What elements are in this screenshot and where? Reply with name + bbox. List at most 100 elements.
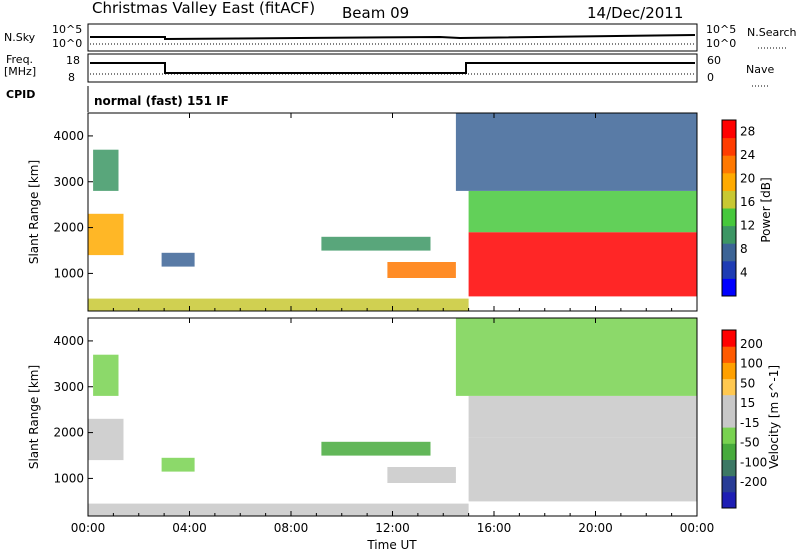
y-tick-label: 4000 <box>53 334 84 348</box>
freq-frame <box>87 53 698 83</box>
nsearch-tick-bottom: 10^0 <box>706 37 736 50</box>
region-pre-dawn <box>161 252 195 267</box>
region-evening-upper <box>468 190 697 233</box>
region-near-range <box>88 503 469 516</box>
colorbar-swatch <box>722 427 736 444</box>
cpid-label: CPID <box>6 88 35 101</box>
nsky-frame <box>87 23 698 52</box>
colorbar-swatch <box>722 120 736 139</box>
colorbar-swatch <box>722 225 736 244</box>
x-axis-label: Time UT <box>366 538 417 552</box>
cpid-text: normal (fast) 151 IF <box>94 94 229 108</box>
power-colorbar: 4 8 12 16 20 24 28 <box>721 119 755 297</box>
y-tick-label: 2000 <box>53 426 84 440</box>
nave-label: Nave <box>746 63 774 76</box>
colorbar-tick-label: 8 <box>740 242 748 256</box>
region-morning-layer <box>321 236 431 251</box>
colorbar-swatch <box>722 278 736 297</box>
power-x-ticks <box>87 113 698 311</box>
colorbar-tick-label: -200 <box>740 475 767 489</box>
freq-label: Freq. <box>6 53 33 66</box>
region-early-upper <box>93 354 119 396</box>
colorbar-tick-label: 28 <box>740 125 755 139</box>
x-tick-label: 00:00 <box>71 521 106 535</box>
colorbar-swatch <box>722 137 736 156</box>
nsky-strip: N.Sky 10^5 10^0 10^5 10^0 N.Search <box>4 23 797 52</box>
velocity-y-axis-label: Slant Range [km] <box>27 365 41 469</box>
colorbar-swatch <box>722 260 736 279</box>
power-y-axis-label: Slant Range [km] <box>27 160 41 264</box>
x-tick-label: 12:00 <box>375 521 410 535</box>
colorbar-swatch <box>722 459 736 477</box>
colorbar-tick-label: 50 <box>740 376 755 390</box>
region-midday-patch <box>387 262 456 278</box>
velocity-y-ticks: 1000 2000 3000 4000 <box>53 334 93 485</box>
colorbar-swatch <box>722 410 736 428</box>
colorbar-tick-label: 15 <box>740 396 755 410</box>
velocity-panel: 00:00 04:00 08:00 12:00 16:00 20:00 00:00 1000… <box>27 317 781 535</box>
power-regions <box>88 113 697 311</box>
y-tick-label: 4000 <box>53 129 84 143</box>
velocity-x-ticks: 00:00 04:00 08:00 12:00 16:00 20:00 00:00 <box>71 318 715 535</box>
colorbar-swatch <box>722 362 736 380</box>
nsky-tick-bottom: 10^0 <box>52 37 82 50</box>
velocity-colorbar: 200 100 50 15 -15 -50 -100 -200 <box>721 329 767 509</box>
y-tick-label: 3000 <box>53 380 84 394</box>
colorbar-tick-label: 200 <box>740 337 763 351</box>
velocity-colorbar-label: Velocity [m s^-1] <box>767 365 781 469</box>
region-pre-dawn <box>161 457 195 472</box>
y-tick-label: 3000 <box>53 175 84 189</box>
x-tick-label: 20:00 <box>578 521 613 535</box>
colorbar-tick-label: 12 <box>740 219 755 233</box>
nsearch-tick-top: 10^5 <box>706 23 736 36</box>
colorbar-tick-label: -50 <box>740 436 760 450</box>
colorbar-swatch <box>722 190 736 209</box>
colorbar-tick-label: 100 <box>740 357 763 371</box>
nsky-line <box>90 34 696 41</box>
power-colorbar-label: Power [dB] <box>759 177 773 242</box>
y-tick-label: 2000 <box>53 221 84 235</box>
nsky-tick-top: 10^5 <box>52 23 82 36</box>
beam-label: Beam 09 <box>342 4 409 22</box>
freq-tick-bottom: 8 <box>68 71 75 84</box>
region-early-band <box>88 213 124 256</box>
freq-line <box>90 62 695 74</box>
x-tick-label: 16:00 <box>477 521 512 535</box>
colorbar-tick-label: -100 <box>740 455 767 469</box>
region-sporadic-high <box>455 318 697 396</box>
region-early-band <box>88 418 124 461</box>
region-evening-main-band <box>468 232 697 297</box>
y-tick-label: 1000 <box>53 471 84 485</box>
colorbar-swatch <box>722 330 736 347</box>
colorbar-swatch <box>722 172 736 191</box>
colorbar-tick-label: 20 <box>740 172 755 186</box>
region-evening-upper <box>468 395 697 438</box>
nsky-label: N.Sky <box>4 31 36 44</box>
plot-title: Christmas Valley East (fitACF) <box>92 0 315 17</box>
colorbar-swatch <box>722 346 736 363</box>
region-morning-layer <box>321 441 431 456</box>
colorbar-frame <box>721 329 737 509</box>
freq-unit: [MHz] <box>4 65 36 78</box>
region-early-upper <box>93 149 119 191</box>
region-sporadic-high <box>455 113 697 191</box>
x-tick-label: 04:00 <box>172 521 207 535</box>
colorbar-swatch <box>722 208 736 227</box>
nsearch-label: N.Search <box>747 26 797 39</box>
freq-strip: Freq. [MHz] 18 8 60 0 Nave <box>4 53 774 87</box>
colorbar-frame <box>721 119 737 297</box>
colorbar-swatch <box>722 491 736 509</box>
y-tick-label: 1000 <box>53 266 84 280</box>
velocity-regions <box>88 318 697 516</box>
colorbar-tick-label: -15 <box>740 416 760 430</box>
colorbar-swatch <box>722 394 736 412</box>
colorbar-swatch <box>722 378 736 396</box>
x-tick-label: 00:00 <box>680 521 715 535</box>
region-midday-patch <box>387 467 456 483</box>
power-y-ticks: 1000 2000 3000 4000 <box>53 129 93 280</box>
colorbar-swatch <box>722 243 736 262</box>
date-label: 14/Dec/2011 <box>587 4 683 22</box>
colorbar-swatch <box>722 443 736 460</box>
colorbar-tick-label: 24 <box>740 148 755 162</box>
